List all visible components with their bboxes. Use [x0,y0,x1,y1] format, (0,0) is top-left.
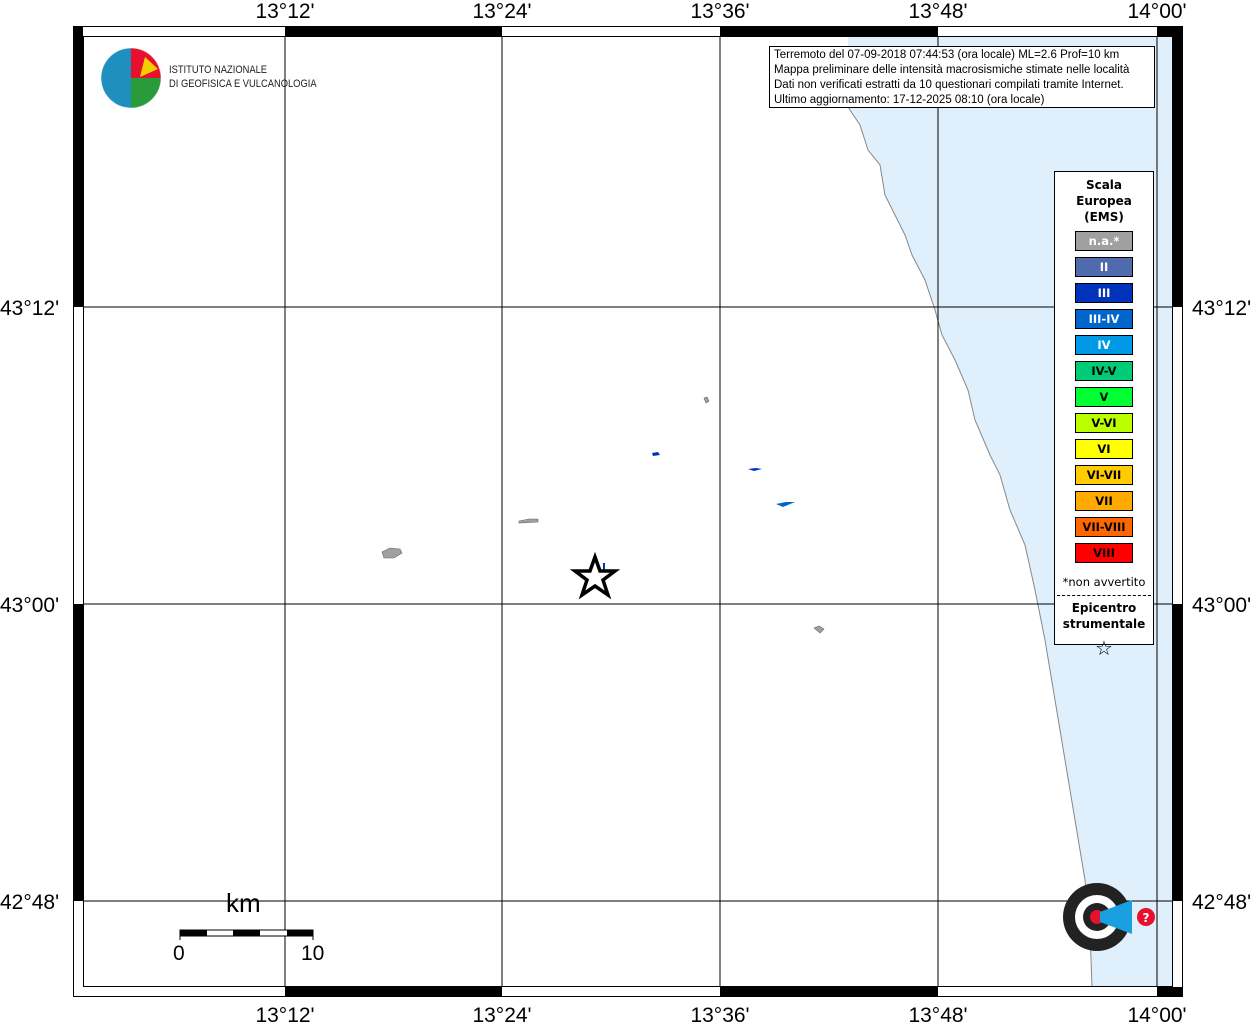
info-line: Ultimo aggiornamento: 17-12-2025 08:10 (… [774,94,1045,106]
ingv-logo [100,47,162,113]
legend-item: IV-V [1075,361,1133,381]
legend-item: VII-VIII [1075,517,1133,537]
lon-tick-top: 13°48' [908,0,967,23]
lon-tick-bottom: 14°00' [1127,1004,1186,1024]
locality-iii-iv[interactable] [776,502,795,507]
ems-legend: Scala Europea (EMS) n.a.* II III III-IV IV IV… [1054,171,1154,660]
locality-iii[interactable] [652,452,660,456]
lon-tick-top: 13°36' [690,0,749,23]
legend-item: III [1075,283,1133,303]
lat-tick-right: 43°00' [1192,594,1251,617]
legend-epicenter-label: Epicentro strumentale [1062,601,1146,631]
legend-item: IV [1075,335,1133,355]
scale-max: 10 [301,942,325,965]
legend-title: Scala Europea (EMS) [1076,178,1132,224]
event-info-box: Terremoto del 07-09-2018 07:44:53 (ora l… [769,46,1155,108]
star-icon: ☆ [1095,636,1113,660]
locality-na[interactable] [703,396,710,404]
lon-tick-bottom: 13°36' [690,1004,749,1024]
lat-tick-right: 42°48' [1192,891,1251,914]
lon-tick-top: 14°00' [1127,0,1186,23]
legend-item: V [1075,387,1133,407]
legend-item: VII [1075,491,1133,511]
lon-tick-top: 13°24' [472,0,531,23]
locality-na[interactable] [813,625,825,634]
lon-tick-bottom: 13°48' [908,1004,967,1024]
lat-tick-left: 43°12' [0,297,59,320]
lon-tick-top: 13°12' [255,0,314,23]
info-line: Terremoto del 07-09-2018 07:44:53 (ora l… [774,49,1120,61]
lat-tick-right: 43°12' [1192,297,1251,320]
locality-iii[interactable] [748,468,762,471]
legend-note: *non avvertito [1062,575,1146,589]
ingv-logo-text: ISTITUTO NAZIONALE DI GEOFISICA E VULCANO… [169,63,317,91]
legend-item: V-VI [1075,413,1133,433]
locality-na[interactable] [381,547,403,559]
locality-na[interactable] [518,518,539,524]
lat-tick-left: 42°48' [0,891,59,914]
locality-iii[interactable] [603,563,605,570]
lon-tick-bottom: 13°12' [255,1004,314,1024]
localities [381,396,825,634]
scale-min: 0 [173,942,185,965]
logo-line: ISTITUTO NAZIONALE [169,64,268,76]
legend-item: II [1075,257,1133,277]
map-frame [73,26,1183,997]
svg-text:?: ? [1143,911,1150,925]
logo-line: DI GEOFISICA E VULCANOLOGIA [169,78,317,90]
info-line: Dati non verificati estratti da 10 quest… [774,79,1124,91]
scale-unit: km [226,888,261,918]
scale-bar [179,929,314,940]
legend-item: III-IV [1075,309,1133,329]
haisentito-logo[interactable]: ? [1063,883,1155,951]
legend-item: VI [1075,439,1133,459]
graticule [83,36,1173,987]
legend-item: VI-VII [1075,465,1133,485]
lat-tick-left: 43°00' [0,594,59,617]
legend-item: VIII [1075,543,1133,563]
legend-item: n.a.* [1075,231,1133,251]
info-line: Mappa preliminare delle intensità macros… [774,64,1130,76]
lon-tick-bottom: 13°24' [472,1004,531,1024]
epicenter-star-icon[interactable] [569,551,621,600]
